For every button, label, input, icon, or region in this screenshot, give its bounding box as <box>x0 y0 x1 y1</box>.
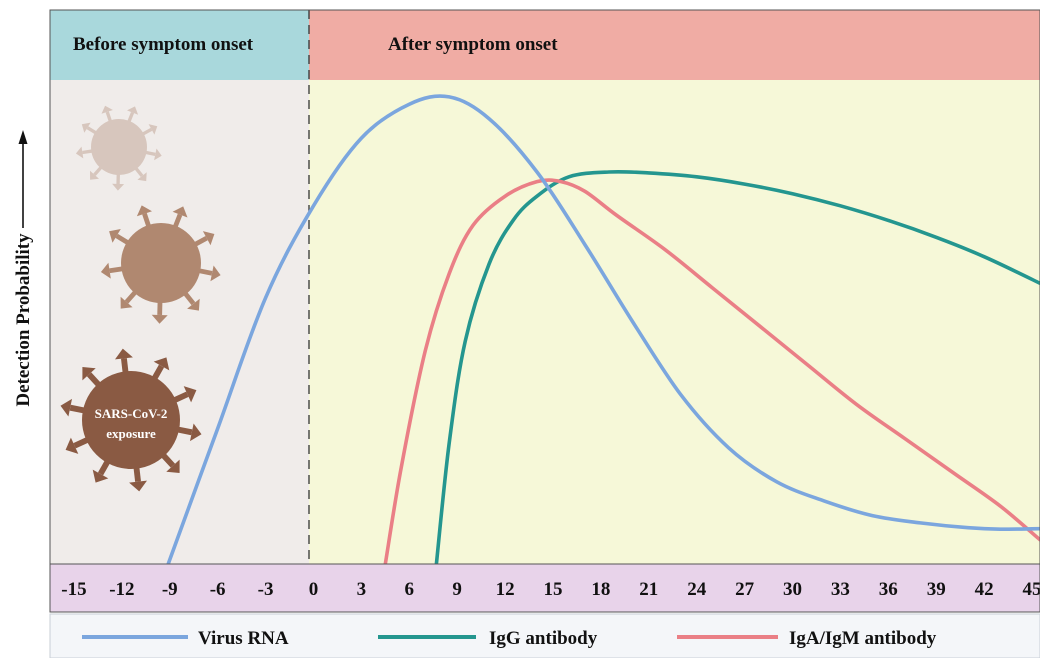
x-tick-label: 12 <box>496 579 515 600</box>
virus-icon <box>100 205 221 324</box>
x-axis-band <box>49 563 1040 613</box>
header-before-label: Before symptom onset <box>73 34 254 55</box>
x-tick-label: 9 <box>452 579 462 600</box>
x-tick-label: -3 <box>258 579 274 600</box>
x-tick-label: 30 <box>783 579 802 600</box>
x-tick-label: -6 <box>210 579 226 600</box>
chart-frame <box>49 9 1040 613</box>
x-tick-label: 39 <box>927 579 946 600</box>
legend-box <box>49 613 1040 658</box>
x-tick-label: -12 <box>109 579 134 600</box>
legend-label: IgG antibody <box>489 628 598 649</box>
faded-virus-icon <box>75 105 162 191</box>
legend-label: IgA/IgM antibody <box>789 628 937 649</box>
x-tick-label: 18 <box>591 579 610 600</box>
plot-before-panel <box>50 80 309 564</box>
x-tick-label: 27 <box>735 579 755 600</box>
x-tick-label: -15 <box>61 579 86 600</box>
header-after-band <box>309 10 1040 80</box>
virus-label-line1: SARS-CoV-2 <box>95 406 168 421</box>
plot-after-panel <box>309 80 1040 564</box>
legend: Virus RNA IgG antibody IgA/IgM antibody <box>82 628 937 649</box>
virus-label-line2: exposure <box>106 426 156 441</box>
legend-label: Virus RNA <box>198 628 289 649</box>
y-axis-arrow-icon <box>18 130 28 144</box>
virus-icons: SARS-CoV-2 exposure <box>60 105 221 492</box>
x-tick-label: 36 <box>879 579 898 600</box>
series-line-virus-rna <box>166 94 1040 564</box>
exposure-virus-icon <box>60 348 202 492</box>
x-tick-label: 3 <box>357 579 367 600</box>
y-axis-label: Detection Probability <box>13 233 34 407</box>
header-after-label: After symptom onset <box>388 34 558 55</box>
x-tick-labels: -15 -12 -9 -6 -3 0 3 6 9 12 15 18 21 24 27 30 33 36 39 42 45 <box>61 579 1040 600</box>
x-tick-label: 0 <box>309 579 319 600</box>
x-tick-label: 6 <box>405 579 415 600</box>
x-tick-label: 24 <box>687 579 707 600</box>
x-tick-label: 42 <box>975 579 994 600</box>
series-layer <box>166 94 1040 564</box>
x-tick-label: -9 <box>162 579 178 600</box>
header-before-band <box>50 10 309 80</box>
x-tick-label: 33 <box>831 579 850 600</box>
x-tick-label: 21 <box>639 579 658 600</box>
x-tick-label: 15 <box>543 579 562 600</box>
x-tick-label: 45 <box>1023 579 1040 600</box>
series-line-iga-igm-antibody <box>383 178 1040 564</box>
series-line-igg-antibody <box>434 169 1040 564</box>
